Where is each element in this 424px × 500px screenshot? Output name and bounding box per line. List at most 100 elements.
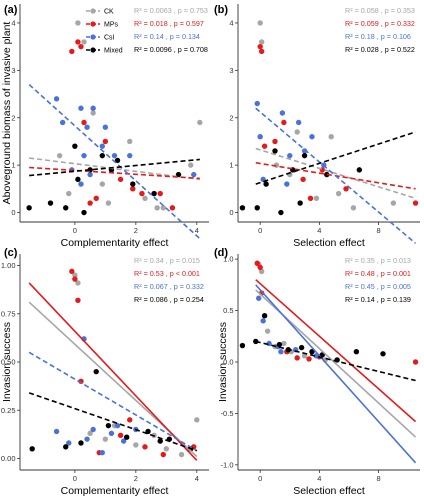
panel-b-point-mixed (272, 148, 278, 154)
panel-b-point-csi (295, 119, 302, 126)
panel-b-point-ck (258, 39, 265, 45)
panel-b: 0 4 8 0 1 2 3 4 Selection effect R² = 0.058 , p =… (229, 4, 420, 249)
panel-d: 0 4 8 -1.0 -0.5 0.0 0.5 1.0 Selection effect Inva… (217, 254, 420, 497)
panel-b-x-axis-label: Selection effect (293, 237, 365, 249)
panel-d-y-tick-label: -1.0 (221, 460, 234, 469)
panel-c-point-mixed (157, 438, 163, 444)
panel-a-point-ck (197, 119, 203, 126)
panel-c-point-csi (99, 449, 106, 456)
panel-a-fit-line-ck (29, 157, 200, 181)
panel-a-point-ck (127, 138, 133, 145)
panel-b-stat-mps: R² = 0.059 , p = 0.332 (345, 19, 415, 28)
panel-c-x-tick-label: 2 (134, 474, 138, 483)
panel-d-point-csi (256, 295, 262, 301)
panel-d-point-ck (264, 328, 271, 334)
panel-a-point-mps (169, 205, 176, 211)
panel-d-y-tick-label: 0.0 (223, 358, 233, 367)
panel-d-x-tick-label: 8 (376, 474, 380, 483)
panel-a-point-csi (78, 181, 84, 187)
panel-a-point-ck (142, 195, 148, 202)
panel-b-y-tick-label: 2 (229, 113, 233, 122)
panel-b-point-ck (328, 133, 334, 140)
panel-c-point-mps (75, 297, 81, 303)
panel-b-point-csi (284, 181, 290, 187)
panel-c-stat-mixed: R² = 0.086 , p = 0.254 (134, 295, 204, 304)
panel-d-fit-line-mixed (255, 340, 416, 382)
panel-b-point-mixed (278, 209, 284, 216)
panel-c-stat-csi: R² = 0.067 , p = 0.332 (134, 282, 204, 291)
panel-b-point-mps (300, 176, 306, 183)
panel-a-point-mps (81, 119, 87, 126)
panel-a-point-csi (111, 152, 118, 159)
panel-c-point-ck (133, 442, 139, 448)
panel-d-stat-mixed: R² = 0.14 , p = 0.139 (345, 295, 411, 304)
panel-d-point-mixed (353, 349, 360, 355)
panel-b-point-csi (301, 148, 308, 154)
panel-b-point-mps (412, 200, 419, 206)
panel-a-x-tick-label: 4 (195, 226, 199, 235)
panel-b-fit-line-mixed (255, 131, 416, 185)
panel-c-y-tick-label: 0.00 (1, 454, 16, 463)
panel-d-stat-ck: R² = 0.35 , p = 0.013 (345, 256, 411, 265)
panel-a-y-tick-label: 1 (11, 161, 15, 170)
panel-a-point-mixed (47, 200, 54, 206)
panel-b-y-tick-label: 3 (229, 66, 233, 75)
panel-b-point-csi (309, 133, 315, 140)
panel-d-point-ck (281, 340, 287, 347)
panel-b-point-ck (257, 20, 263, 26)
legend-dot-csi (90, 34, 96, 40)
panel-c-point-ck (194, 417, 200, 423)
panel-d-y-axis-label: Invasion success (217, 322, 229, 402)
panel-c-point-mixed (93, 368, 99, 375)
panel-a-point-ck (75, 20, 81, 26)
panel-d-point-mixed (253, 338, 259, 345)
panel-c-y-tick-label: 0.50 (1, 358, 16, 367)
panel-b-point-ck (294, 129, 300, 135)
panel-a-point-csi (191, 171, 197, 178)
panel-c-stat-ck: R² = 0.34 , p = 0.015 (134, 256, 200, 265)
panel-c-y-tick-label: 0.75 (1, 309, 16, 318)
panel-c-fit-line-mps (28, 282, 198, 461)
panel-b-point-mps (257, 43, 263, 50)
panel-d-point-mixed (261, 313, 268, 319)
panel-c-point-ck (163, 446, 170, 452)
panel-a-point-csi (99, 143, 106, 149)
panel-a-point-mps (93, 195, 99, 202)
panel-d-point-mps (257, 264, 263, 271)
panel-c-point-mixed (63, 444, 69, 450)
panel-a-point-mixed (151, 190, 157, 197)
panel-b-point-mps (343, 186, 349, 192)
panel-c-point-mps (72, 276, 78, 282)
panel-b-x-tick-label: 4 (317, 226, 321, 235)
panel-b-y-tick-label: 0 (229, 208, 233, 217)
panel-c-point-mps (69, 268, 75, 275)
panel-a-stat-mixed: R² = 0.0096 , p = 0.708 (134, 45, 208, 54)
panel-c-point-csi (66, 440, 72, 446)
panel-c-point-csi (53, 428, 60, 435)
panel-a-point-ck (160, 205, 166, 211)
panel-d-y-tick-label: -0.5 (221, 409, 234, 418)
panel-a-point-csi (53, 96, 60, 102)
panel-a-fit-line-mixed (29, 158, 200, 177)
panel-a-point-mps (139, 190, 145, 197)
panel-c-y-axis-label: Invasion success (1, 322, 13, 402)
legend-dot-ck (90, 8, 96, 14)
panel-d-x-tick-label: 0 (258, 474, 262, 483)
panel-c-point-csi (120, 438, 127, 444)
panel-c-point-mixed (105, 422, 112, 429)
panel-a-stat-csi: R² = 0.14 , p = 0.134 (134, 32, 200, 41)
panel-c-point-ck (87, 430, 93, 437)
panel-a-point-mixed (130, 181, 136, 187)
panel-c-stat-mps: R² = 0.53 , p < 0.001 (134, 269, 200, 278)
panel-b-point-csi (254, 100, 260, 107)
panel-a-y-axis-label: Aboveground biomass of invasive plant (1, 22, 13, 205)
panel-b-point-mps (281, 119, 287, 126)
panel-b-stat-mixed: R² = 0.028 , p = 0.522 (345, 45, 415, 54)
panel-b-point-ck (335, 190, 342, 197)
panel-d-point-mixed (309, 349, 315, 355)
panel-b-point-mixed (301, 152, 308, 159)
panel-a-y-tick-label: 3 (11, 66, 15, 75)
panel-d-stat-csi: R² = 0.45 , p = 0.005 (345, 282, 411, 291)
panel-label-d: (d) (214, 247, 228, 259)
